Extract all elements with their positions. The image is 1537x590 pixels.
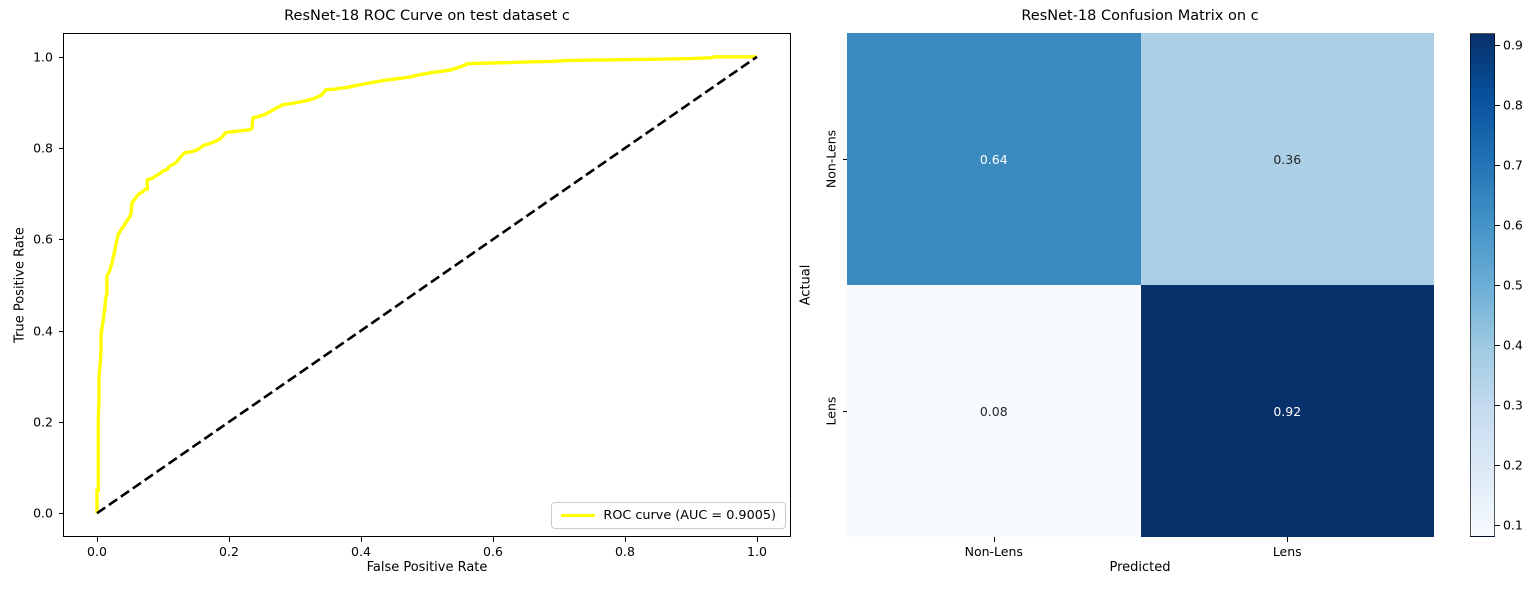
cm-y-tick-mark [842, 411, 847, 412]
colorbar-tick-mark [1495, 465, 1500, 466]
cm-cell-value: 0.64 [979, 151, 1008, 167]
colorbar-tick-label: 0.5 [1503, 277, 1523, 293]
cm-cell-value: 0.36 [1273, 151, 1302, 167]
colorbar-tick-mark [1495, 225, 1500, 226]
cm-cell-lens-lens: 0.92 [1140, 285, 1434, 537]
roc-x-tick-mark [625, 537, 626, 542]
colorbar-tick-label: 0.3 [1503, 397, 1523, 413]
colorbar-tick-label: 0.2 [1503, 457, 1523, 473]
confusion-plot-title: ResNet-18 Confusion Matrix on c [1021, 8, 1259, 24]
cm-cell-value: 0.92 [1273, 403, 1302, 419]
cm-cell-lens-non-lens: 0.08 [847, 285, 1141, 537]
colorbar-tick-label: 0.6 [1503, 217, 1523, 233]
roc-x-tick-label: 1.0 [747, 544, 767, 559]
roc-y-tick-mark [58, 148, 63, 150]
colorbar-tick-mark [1495, 525, 1500, 526]
colorbar-tick-mark [1495, 285, 1500, 286]
colorbar [1470, 33, 1495, 537]
roc-x-tick-mark [493, 537, 494, 542]
roc-y-tick-mark [58, 513, 63, 515]
colorbar-tick-label: 0.4 [1503, 337, 1523, 353]
confusion-matrix: 0.64 0.36 0.08 0.92 [847, 33, 1434, 537]
colorbar-tick-mark [1495, 165, 1500, 166]
roc-y-tick-mark [58, 56, 63, 58]
colorbar-tick-label: 0.1 [1503, 517, 1523, 533]
roc-x-tick-label: 0.6 [483, 544, 503, 559]
roc-x-tick-label: 0.2 [219, 544, 239, 559]
roc-curve-line [95, 55, 757, 514]
confusion-ylabel: Actual [798, 264, 814, 306]
roc-y-tick-label: 0.2 [33, 414, 53, 430]
cm-y-tick-label: Non-Lens [823, 129, 839, 189]
roc-y-tick-label: 0.8 [33, 140, 53, 156]
roc-y-tick-label: 0.0 [33, 505, 53, 521]
roc-curve-canvas [95, 55, 758, 515]
colorbar-tick-label: 0.7 [1503, 157, 1523, 173]
roc-legend-line-swatch [561, 513, 596, 518]
roc-y-tick-label: 0.4 [33, 323, 53, 339]
cm-x-tick-label: Non-Lens [964, 544, 1023, 559]
cm-y-tick-mark [842, 159, 847, 160]
roc-x-tick-label: 0.0 [87, 544, 107, 559]
roc-y-tick-mark [58, 421, 63, 423]
cm-x-tick-mark [1287, 537, 1289, 542]
colorbar-tick-mark [1495, 45, 1500, 46]
roc-x-tick-label: 0.8 [615, 544, 635, 559]
roc-x-tick-mark [757, 537, 758, 542]
roc-xlabel: False Positive Rate [366, 560, 488, 575]
cm-y-tick-label: Lens [823, 396, 839, 426]
roc-y-tick-mark [58, 330, 63, 332]
colorbar-tick-mark [1495, 105, 1500, 106]
roc-x-tick-mark [97, 537, 98, 542]
roc-x-tick-mark [229, 537, 230, 542]
confusion-xlabel: Predicted [1109, 560, 1171, 575]
cm-cell-non-lens-non-lens: 0.64 [847, 33, 1141, 285]
roc-legend-label: ROC curve (AUC = 0.9005) [603, 508, 776, 523]
cm-cell-value: 0.08 [979, 403, 1008, 419]
roc-ylabel: True Positive Rate [12, 227, 28, 343]
colorbar-tick-mark [1495, 345, 1500, 346]
cm-cell-non-lens-lens: 0.36 [1140, 33, 1434, 285]
roc-x-tick-mark [361, 537, 362, 542]
roc-y-tick-label: 1.0 [33, 49, 53, 65]
colorbar-tick-label: 0.8 [1503, 97, 1523, 113]
roc-x-tick-label: 0.4 [351, 544, 371, 559]
roc-y-tick-label: 0.6 [33, 231, 53, 247]
cm-x-tick-mark [993, 537, 995, 542]
roc-axes: ROC curve (AUC = 0.9005) [63, 33, 791, 537]
chance-diagonal-line [96, 55, 758, 515]
roc-y-tick-mark [58, 239, 63, 241]
colorbar-tick-label: 0.9 [1503, 37, 1523, 53]
roc-plot-title: ResNet-18 ROC Curve on test dataset c [284, 8, 570, 24]
cm-x-tick-label: Lens [1272, 544, 1302, 559]
roc-legend: ROC curve (AUC = 0.9005) [551, 502, 786, 529]
colorbar-tick-mark [1495, 405, 1500, 406]
